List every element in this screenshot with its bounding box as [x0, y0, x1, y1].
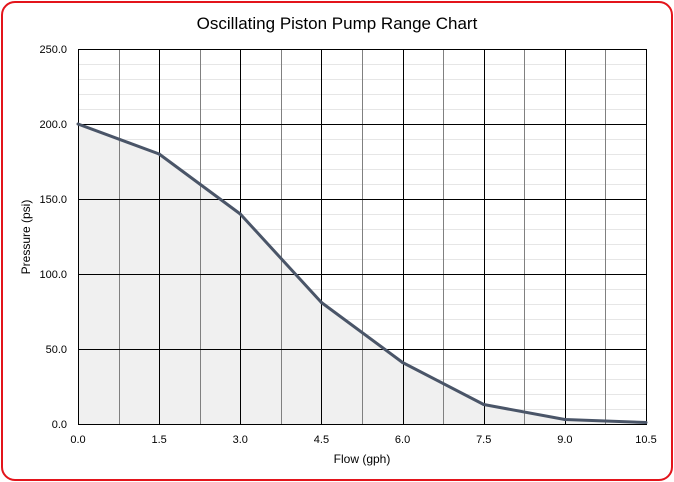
x-tick-label: 6.0: [395, 434, 410, 446]
x-tick-label: 0.0: [70, 434, 85, 446]
data-point: [319, 301, 323, 304]
plot-border: [78, 49, 647, 425]
data-point: [644, 421, 648, 424]
chart-title: Oscillating Piston Pump Range Chart: [197, 14, 478, 33]
x-tick-label: 1.5: [151, 434, 166, 446]
y-tick-label: 100.0: [39, 269, 67, 281]
y-tick-label: 250.0: [39, 44, 67, 56]
data-point: [238, 212, 242, 216]
x-tick-label: 7.5: [476, 434, 491, 446]
x-tick-label: 4.5: [314, 434, 329, 446]
y-tick-label: 200.0: [39, 119, 67, 131]
data-points: [76, 122, 648, 424]
x-tick-label: 9.0: [557, 434, 572, 446]
minor-grid: [119, 49, 606, 424]
y-tick-labels: 0.0 50.0 100.0 150.0 200.0 250.0: [39, 44, 67, 431]
series-line: [77, 122, 647, 424]
y-tick-label: 50.0: [46, 344, 67, 356]
x-tick-label: 10.5: [635, 434, 656, 446]
y-axis-label: Pressure (psi): [19, 200, 33, 275]
x-axis-label: Flow (gph): [334, 452, 391, 466]
y-tick-label: 0.0: [52, 419, 67, 431]
data-point: [157, 152, 161, 156]
data-point: [76, 122, 80, 126]
y-tick-label: 150.0: [39, 194, 67, 206]
data-point: [401, 361, 405, 364]
x-tick-label: 3.0: [233, 434, 248, 446]
data-point: [563, 418, 567, 421]
data-point: [482, 403, 486, 406]
x-tick-labels: 0.0 1.5 3.0 4.5 6.0 7.5 9.0 10.5: [70, 434, 656, 446]
